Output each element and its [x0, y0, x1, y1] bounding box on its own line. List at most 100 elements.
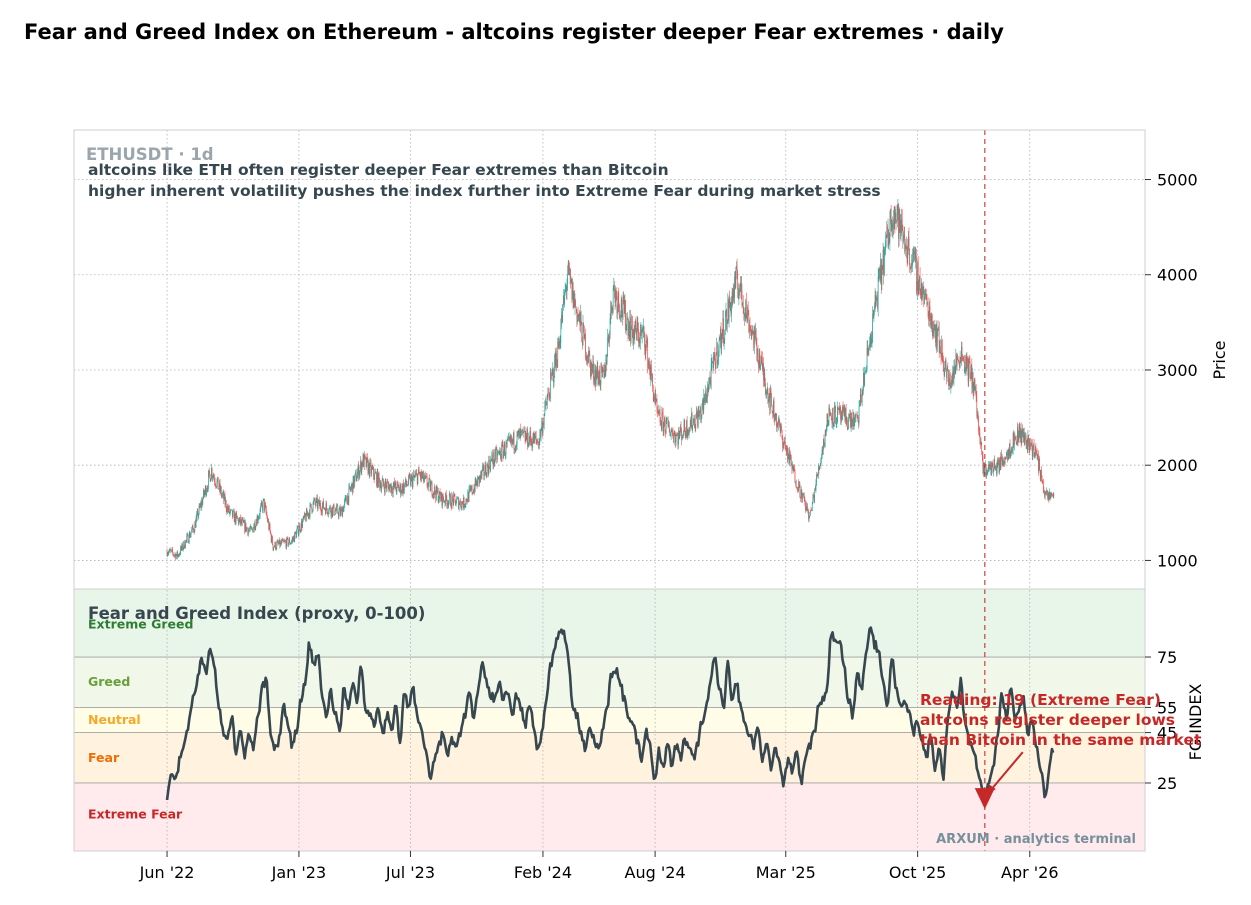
candle-body	[505, 454, 506, 456]
candle-body	[763, 364, 764, 381]
candle-body	[387, 482, 389, 486]
candle-body	[218, 489, 220, 490]
candle-body	[248, 530, 250, 531]
candle-body	[561, 315, 563, 322]
candle-body	[476, 481, 477, 485]
candle-body	[790, 454, 792, 459]
candle-body	[370, 461, 371, 464]
candle-body	[622, 313, 623, 318]
candle-body	[307, 513, 309, 517]
candle-body	[743, 308, 745, 314]
candle-body	[944, 360, 946, 368]
candle-body	[895, 212, 897, 221]
candle-body	[536, 439, 538, 442]
candle-body	[1045, 493, 1047, 495]
candle-body	[326, 508, 328, 513]
candle-body	[314, 498, 316, 504]
candle-body	[343, 505, 345, 512]
candle-body	[646, 340, 647, 344]
candle-body	[665, 431, 666, 433]
candle-body	[853, 421, 855, 428]
candle-body	[398, 485, 400, 491]
candle-body	[415, 474, 416, 477]
candle-body	[535, 435, 536, 439]
candle-body	[720, 328, 722, 350]
candle-body	[1029, 442, 1031, 451]
candle-body	[278, 539, 280, 544]
candle-body	[733, 288, 734, 300]
candle-body	[818, 467, 820, 470]
candle-body	[367, 459, 369, 474]
candle-body	[354, 473, 356, 479]
candle-body	[504, 443, 506, 456]
candle-body	[627, 318, 629, 336]
candle-body	[496, 449, 498, 460]
candle-body	[990, 466, 992, 476]
candle-body	[849, 412, 851, 419]
candle-body	[425, 476, 427, 477]
candle-body	[605, 359, 607, 376]
candle-body	[357, 472, 358, 479]
candle-body	[225, 500, 226, 505]
candle-body	[819, 465, 821, 467]
candle-body	[646, 340, 648, 344]
zone-label-greed: Greed	[88, 674, 130, 689]
candle-body	[561, 315, 562, 327]
candle-body	[167, 553, 169, 554]
candle-body	[574, 291, 575, 307]
candle-body	[737, 278, 739, 290]
candle-body	[224, 494, 226, 505]
candle-body	[787, 447, 788, 462]
candle-body	[1015, 436, 1016, 440]
candle-body	[402, 483, 404, 494]
price-tick-label: 4000	[1157, 266, 1198, 285]
candle-body	[680, 426, 682, 431]
price-tick-label: 2000	[1157, 456, 1198, 475]
candle-body	[501, 444, 503, 459]
candle-body	[847, 426, 849, 429]
candle-body	[798, 481, 800, 491]
candle-body	[773, 400, 775, 419]
candle-body	[327, 512, 329, 515]
candle-body	[910, 267, 912, 269]
candle-body	[855, 415, 856, 418]
candle-body	[553, 368, 554, 383]
candle-body	[801, 489, 803, 502]
candle-body	[484, 465, 486, 475]
candle-body	[297, 525, 299, 529]
candle-body	[938, 327, 940, 353]
candle-body	[1021, 433, 1023, 444]
candle-body	[572, 282, 573, 300]
candle-body	[758, 360, 759, 369]
candle-body	[432, 492, 434, 497]
candle-body	[323, 500, 324, 509]
candle-body	[807, 510, 809, 511]
candle-body	[305, 509, 307, 521]
candle-body	[779, 425, 781, 432]
candle-body	[959, 357, 961, 368]
watermark: ARXUM · analytics terminal	[936, 832, 1136, 847]
candle-body	[556, 353, 557, 366]
candle-body	[171, 549, 173, 551]
candle-body	[569, 274, 571, 275]
candle-body	[506, 440, 508, 445]
candle-body	[835, 422, 837, 424]
candle-body	[207, 488, 209, 489]
candle-body	[840, 406, 841, 420]
candle-body	[257, 516, 258, 521]
candle-body	[1031, 442, 1032, 446]
candle-body	[734, 276, 736, 288]
candle-body	[980, 441, 981, 445]
candle-body	[517, 432, 519, 434]
candle-body	[803, 493, 804, 495]
candle-body	[437, 490, 439, 503]
candle-body	[1047, 491, 1048, 498]
candle-body	[882, 265, 883, 270]
candle-body	[817, 475, 819, 476]
candle-body	[169, 549, 171, 551]
candle-body	[493, 451, 495, 463]
candle-body	[723, 318, 724, 344]
candle-body	[281, 540, 283, 544]
candle-body	[823, 438, 825, 446]
candle-body	[566, 287, 567, 292]
